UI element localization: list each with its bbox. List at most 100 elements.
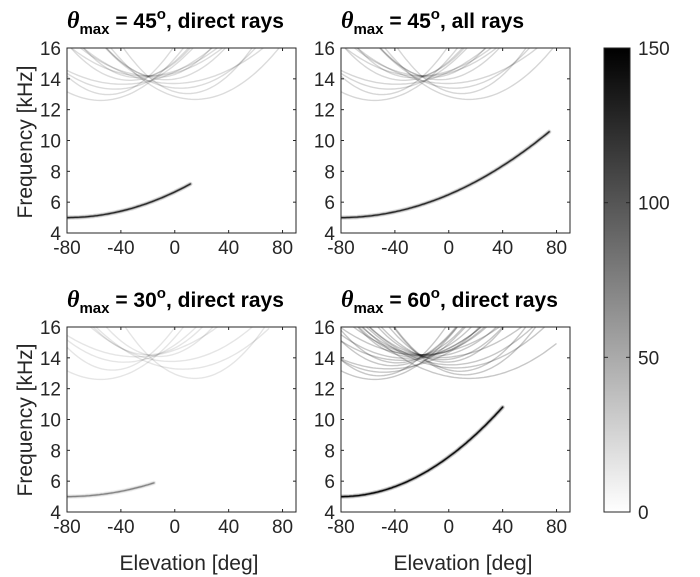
upper-arc: [341, 327, 486, 370]
y-tick-label: 12: [314, 380, 335, 401]
upper-arc: [67, 48, 174, 96]
x-tick-label: 80: [272, 517, 293, 538]
upper-arc: [357, 327, 473, 357]
y-tick-label: 12: [40, 101, 61, 122]
y-tick-label: 10: [314, 132, 335, 153]
colorbar-tick-label: 50: [638, 348, 659, 369]
upper-arc: [392, 327, 537, 376]
upper-arc: [368, 327, 534, 366]
upper-arc: [353, 48, 498, 77]
y-tick-label: 10: [40, 132, 61, 153]
upper-arc: [67, 327, 176, 371]
upper-arc: [356, 48, 466, 79]
upper-arc: [79, 48, 224, 77]
x-tick-label: -40: [107, 238, 134, 259]
colorbar-tick-label: 0: [638, 503, 649, 524]
y-tick-label: 14: [314, 349, 336, 370]
y-tick-label: 14: [40, 70, 62, 91]
y-tick-label: 8: [324, 441, 335, 462]
upper-arc: [82, 48, 192, 79]
upper-arc: [67, 327, 219, 358]
x-tick-label: 80: [546, 517, 567, 538]
y-tick-label: 12: [40, 380, 61, 401]
y-axis-label: Frequency [kHz]: [14, 66, 37, 219]
y-tick-label: 12: [314, 101, 335, 122]
upper-arc: [341, 327, 457, 364]
panel-top-right: θmax = 45o, all rays -80 -40 0 40 80 4 6 8 10 12 1…: [314, 6, 571, 259]
x-tick-label: 0: [443, 517, 454, 538]
upper-arc: [341, 327, 467, 373]
y-tick-label: 4: [324, 503, 335, 524]
panel-bottom-right: θmax = 60o, direct rays Elevation [deg] …: [314, 285, 571, 575]
upper-arc: [341, 327, 483, 359]
x-tick-label: 40: [492, 238, 513, 259]
y-tick-label: 6: [324, 193, 335, 214]
x-tick-label: 0: [169, 238, 180, 259]
x-tick-label: -80: [327, 238, 354, 259]
upper-arc: [396, 48, 527, 95]
upper-arc: [344, 48, 493, 77]
upper-arc: [361, 327, 557, 380]
plot-area: [67, 327, 296, 512]
panel-title: θmax = 45o, direct rays: [67, 6, 284, 38]
upper-arc: [384, 48, 554, 101]
y-tick-label: 16: [314, 318, 335, 339]
y-tick-label: 6: [50, 472, 61, 493]
plot-background: [67, 48, 296, 233]
upper-arc: [341, 327, 458, 367]
colorbar: 0 50 100 150: [603, 39, 670, 524]
upper-arc: [94, 327, 270, 370]
plot-background: [67, 327, 296, 512]
x-tick-label: 40: [218, 238, 239, 259]
x-tick-label: 0: [169, 517, 180, 538]
upper-arc: [69, 48, 190, 81]
upper-arc: [105, 327, 214, 358]
low-band: [67, 183, 191, 219]
y-tick-label: 14: [40, 349, 62, 370]
x-axis-label: Elevation [deg]: [120, 552, 259, 575]
upper-arc: [124, 327, 266, 380]
upper-arc: [341, 327, 483, 361]
y-tick-label: 6: [324, 472, 335, 493]
x-tick-label: 80: [546, 238, 567, 259]
y-tick-label: 10: [314, 411, 335, 432]
upper-arc: [341, 327, 459, 381]
upper-arc: [388, 327, 505, 363]
upper-arc: [67, 48, 185, 102]
low-band: [67, 481, 156, 498]
y-tick-label: 6: [50, 193, 61, 214]
x-tick-label: 80: [272, 238, 293, 259]
x-tick-label: -40: [107, 517, 134, 538]
low-band: [67, 480, 157, 499]
upper-arc: [104, 48, 257, 89]
upper-arc: [341, 48, 448, 96]
low-band: [67, 482, 155, 498]
upper-arc: [341, 48, 459, 102]
x-tick-label: -40: [381, 517, 408, 538]
plot-area: [341, 48, 570, 233]
upper-arc: [380, 327, 504, 361]
x-tick-label: 40: [492, 517, 513, 538]
y-tick-label: 8: [50, 162, 61, 183]
panel-title: θmax = 60o, direct rays: [341, 285, 558, 317]
y-tick-label: 4: [324, 224, 335, 245]
upper-arc: [343, 48, 464, 81]
upper-arc: [379, 48, 487, 78]
y-tick-label: 4: [50, 503, 61, 524]
upper-arc: [105, 48, 227, 81]
upper-arc: [379, 48, 501, 81]
plot-background: [341, 327, 570, 512]
upper-arc: [67, 327, 198, 363]
upper-arc: [393, 327, 527, 373]
upper-arc: [67, 327, 185, 381]
upper-arc: [341, 48, 488, 85]
low-band: [341, 131, 550, 219]
upper-arc: [70, 48, 219, 77]
upper-arc: [377, 327, 481, 356]
colorbar-tick-label: 100: [638, 194, 670, 215]
upper-arc: [356, 48, 539, 85]
plot-area: [341, 327, 570, 512]
x-tick-label: -80: [53, 238, 80, 259]
upper-arc: [360, 327, 488, 356]
